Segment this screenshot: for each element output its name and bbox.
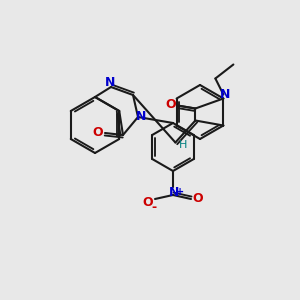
Text: N: N — [105, 76, 115, 89]
Text: O: O — [93, 127, 103, 140]
Text: N: N — [136, 110, 146, 124]
Text: +: + — [176, 187, 184, 197]
Text: O: O — [193, 193, 203, 206]
Text: H: H — [179, 140, 188, 151]
Text: N: N — [169, 185, 179, 199]
Text: O: O — [143, 196, 153, 208]
Text: -: - — [152, 200, 157, 214]
Text: N: N — [220, 88, 231, 101]
Text: O: O — [165, 98, 176, 111]
